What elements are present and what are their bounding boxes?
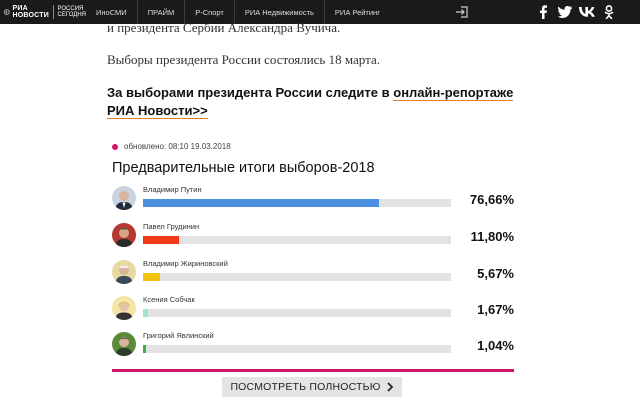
candidate-percent: 1,67% <box>477 302 514 317</box>
candidate-row[interactable]: Владимир Жириновский 5,67% <box>112 259 516 292</box>
vk-icon[interactable] <box>576 4 598 20</box>
candidate-avatar <box>112 332 136 356</box>
result-bar-track <box>143 273 451 281</box>
result-bar-fill <box>143 199 380 207</box>
candidate-row[interactable]: Ксения Собчак 1,67% <box>112 295 516 328</box>
candidate-avatar <box>112 296 136 320</box>
nav-item-inosmi[interactable]: ИноСМИ <box>96 7 127 17</box>
candidate-percent: 1,04% <box>477 338 514 353</box>
social-links <box>532 4 620 20</box>
updated-timestamp: обновлено: 08:10 19.03.2018 <box>112 142 231 151</box>
logo-ria-text: РИА <box>12 5 28 12</box>
candidate-percent: 76,66% <box>469 192 514 207</box>
logo-separator <box>52 5 54 19</box>
candidate-name: Ксения Собчак <box>143 295 195 304</box>
chevron-right-icon <box>386 382 393 392</box>
candidate-name: Владимир Жириновский <box>143 259 228 268</box>
candidate-row[interactable]: Владимир Путин 76,66% <box>112 185 516 218</box>
logo-segodnya-text: СЕГОДНЯ <box>57 12 86 18</box>
candidate-name: Павел Грудинин <box>143 222 200 231</box>
facebook-icon[interactable] <box>532 4 554 20</box>
widget-divider <box>112 369 514 372</box>
candidate-row[interactable]: Григорий Явлинский 1,04% <box>112 331 516 364</box>
updated-text: обновлено: 08:10 19.03.2018 <box>124 142 231 151</box>
result-bar-track <box>143 345 451 353</box>
result-bar-fill <box>143 236 180 244</box>
nav-item-ria-rating[interactable]: РИА Рейтинг <box>323 0 390 24</box>
candidate-percent: 11,80% <box>470 229 514 244</box>
nav-item-prime[interactable]: ПРАЙМ <box>136 0 185 24</box>
result-bar-fill <box>143 345 147 353</box>
candidate-row[interactable]: Павел Грудинин 11,80% <box>112 222 516 255</box>
candidate-avatar <box>112 186 136 210</box>
ria-logo[interactable]: РИА НОВОСТИ РОССИЯ СЕГОДНЯ <box>0 0 86 24</box>
twitter-icon[interactable] <box>554 4 576 20</box>
top-navbar: РИА НОВОСТИ РОССИЯ СЕГОДНЯ ИноСМИ ПРАЙМ … <box>0 0 640 24</box>
candidate-name: Григорий Явлинский <box>143 331 214 340</box>
live-dot-icon <box>112 143 118 150</box>
candidate-percent: 5,67% <box>477 266 514 281</box>
result-bar-track <box>143 199 451 207</box>
article-paragraph-3: За выборами президента России следите в … <box>107 84 527 120</box>
ria-logo-icon <box>4 9 10 15</box>
result-bar-fill <box>143 309 149 317</box>
nav-item-rsport[interactable]: Р-Спорт <box>184 0 234 24</box>
result-bar-track <box>143 309 451 317</box>
nav-item-ria-realty[interactable]: РИА Недвижимость <box>233 0 324 24</box>
candidate-avatar <box>112 223 136 247</box>
logo-rossiya-text: РОССИЯ <box>57 6 84 12</box>
widget-title: Предварительные итоги выборов-2018 <box>112 160 375 176</box>
odnoklassniki-icon[interactable] <box>598 4 620 20</box>
view-full-label: ПОСМОТРЕТЬ ПОЛНОСТЬЮ <box>230 381 381 393</box>
view-full-results-button[interactable]: ПОСМОТРЕТЬ ПОЛНОСТЬЮ <box>222 377 402 397</box>
logo-novosti-text: НОВОСТИ <box>12 12 49 19</box>
follow-text: За выборами президента России следите в <box>107 85 394 100</box>
article-paragraph-2: Выборы президента России состоялись 18 м… <box>107 52 380 67</box>
online-report-link[interactable]: онлайн-репортаже РИА Новости>> <box>107 85 514 119</box>
result-bar-fill <box>143 273 161 281</box>
candidate-name: Владимир Путин <box>143 185 202 194</box>
login-icon[interactable] <box>455 5 469 19</box>
article-paragraph-1: и президента Сербии Александра Вучича. <box>107 20 341 35</box>
result-bar-track <box>143 236 451 244</box>
candidate-avatar <box>112 260 136 284</box>
